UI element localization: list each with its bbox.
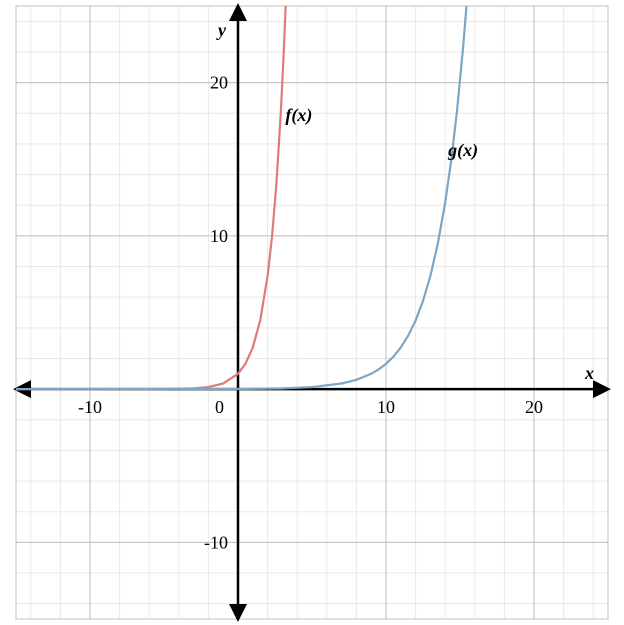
y-tick-label: 20 bbox=[210, 73, 228, 93]
y-axis-label: y bbox=[216, 20, 227, 40]
y-tick-label: -10 bbox=[204, 532, 228, 552]
x-tick-label: 20 bbox=[525, 397, 543, 417]
chart-container: f(x) g(x) -10 0 10 20 -10 10 20 x y bbox=[0, 0, 624, 625]
x-tick-label: 0 bbox=[215, 397, 224, 417]
y-tick-label: 10 bbox=[210, 226, 228, 246]
series-label-f(x): f(x) bbox=[285, 105, 312, 126]
x-tick-label: -10 bbox=[78, 397, 102, 417]
x-axis-label: x bbox=[584, 363, 594, 383]
x-tick-label: 10 bbox=[377, 397, 395, 417]
chart-svg: f(x) g(x) -10 0 10 20 -10 10 20 x y bbox=[0, 0, 624, 625]
series-label-g(x): g(x) bbox=[447, 140, 478, 161]
